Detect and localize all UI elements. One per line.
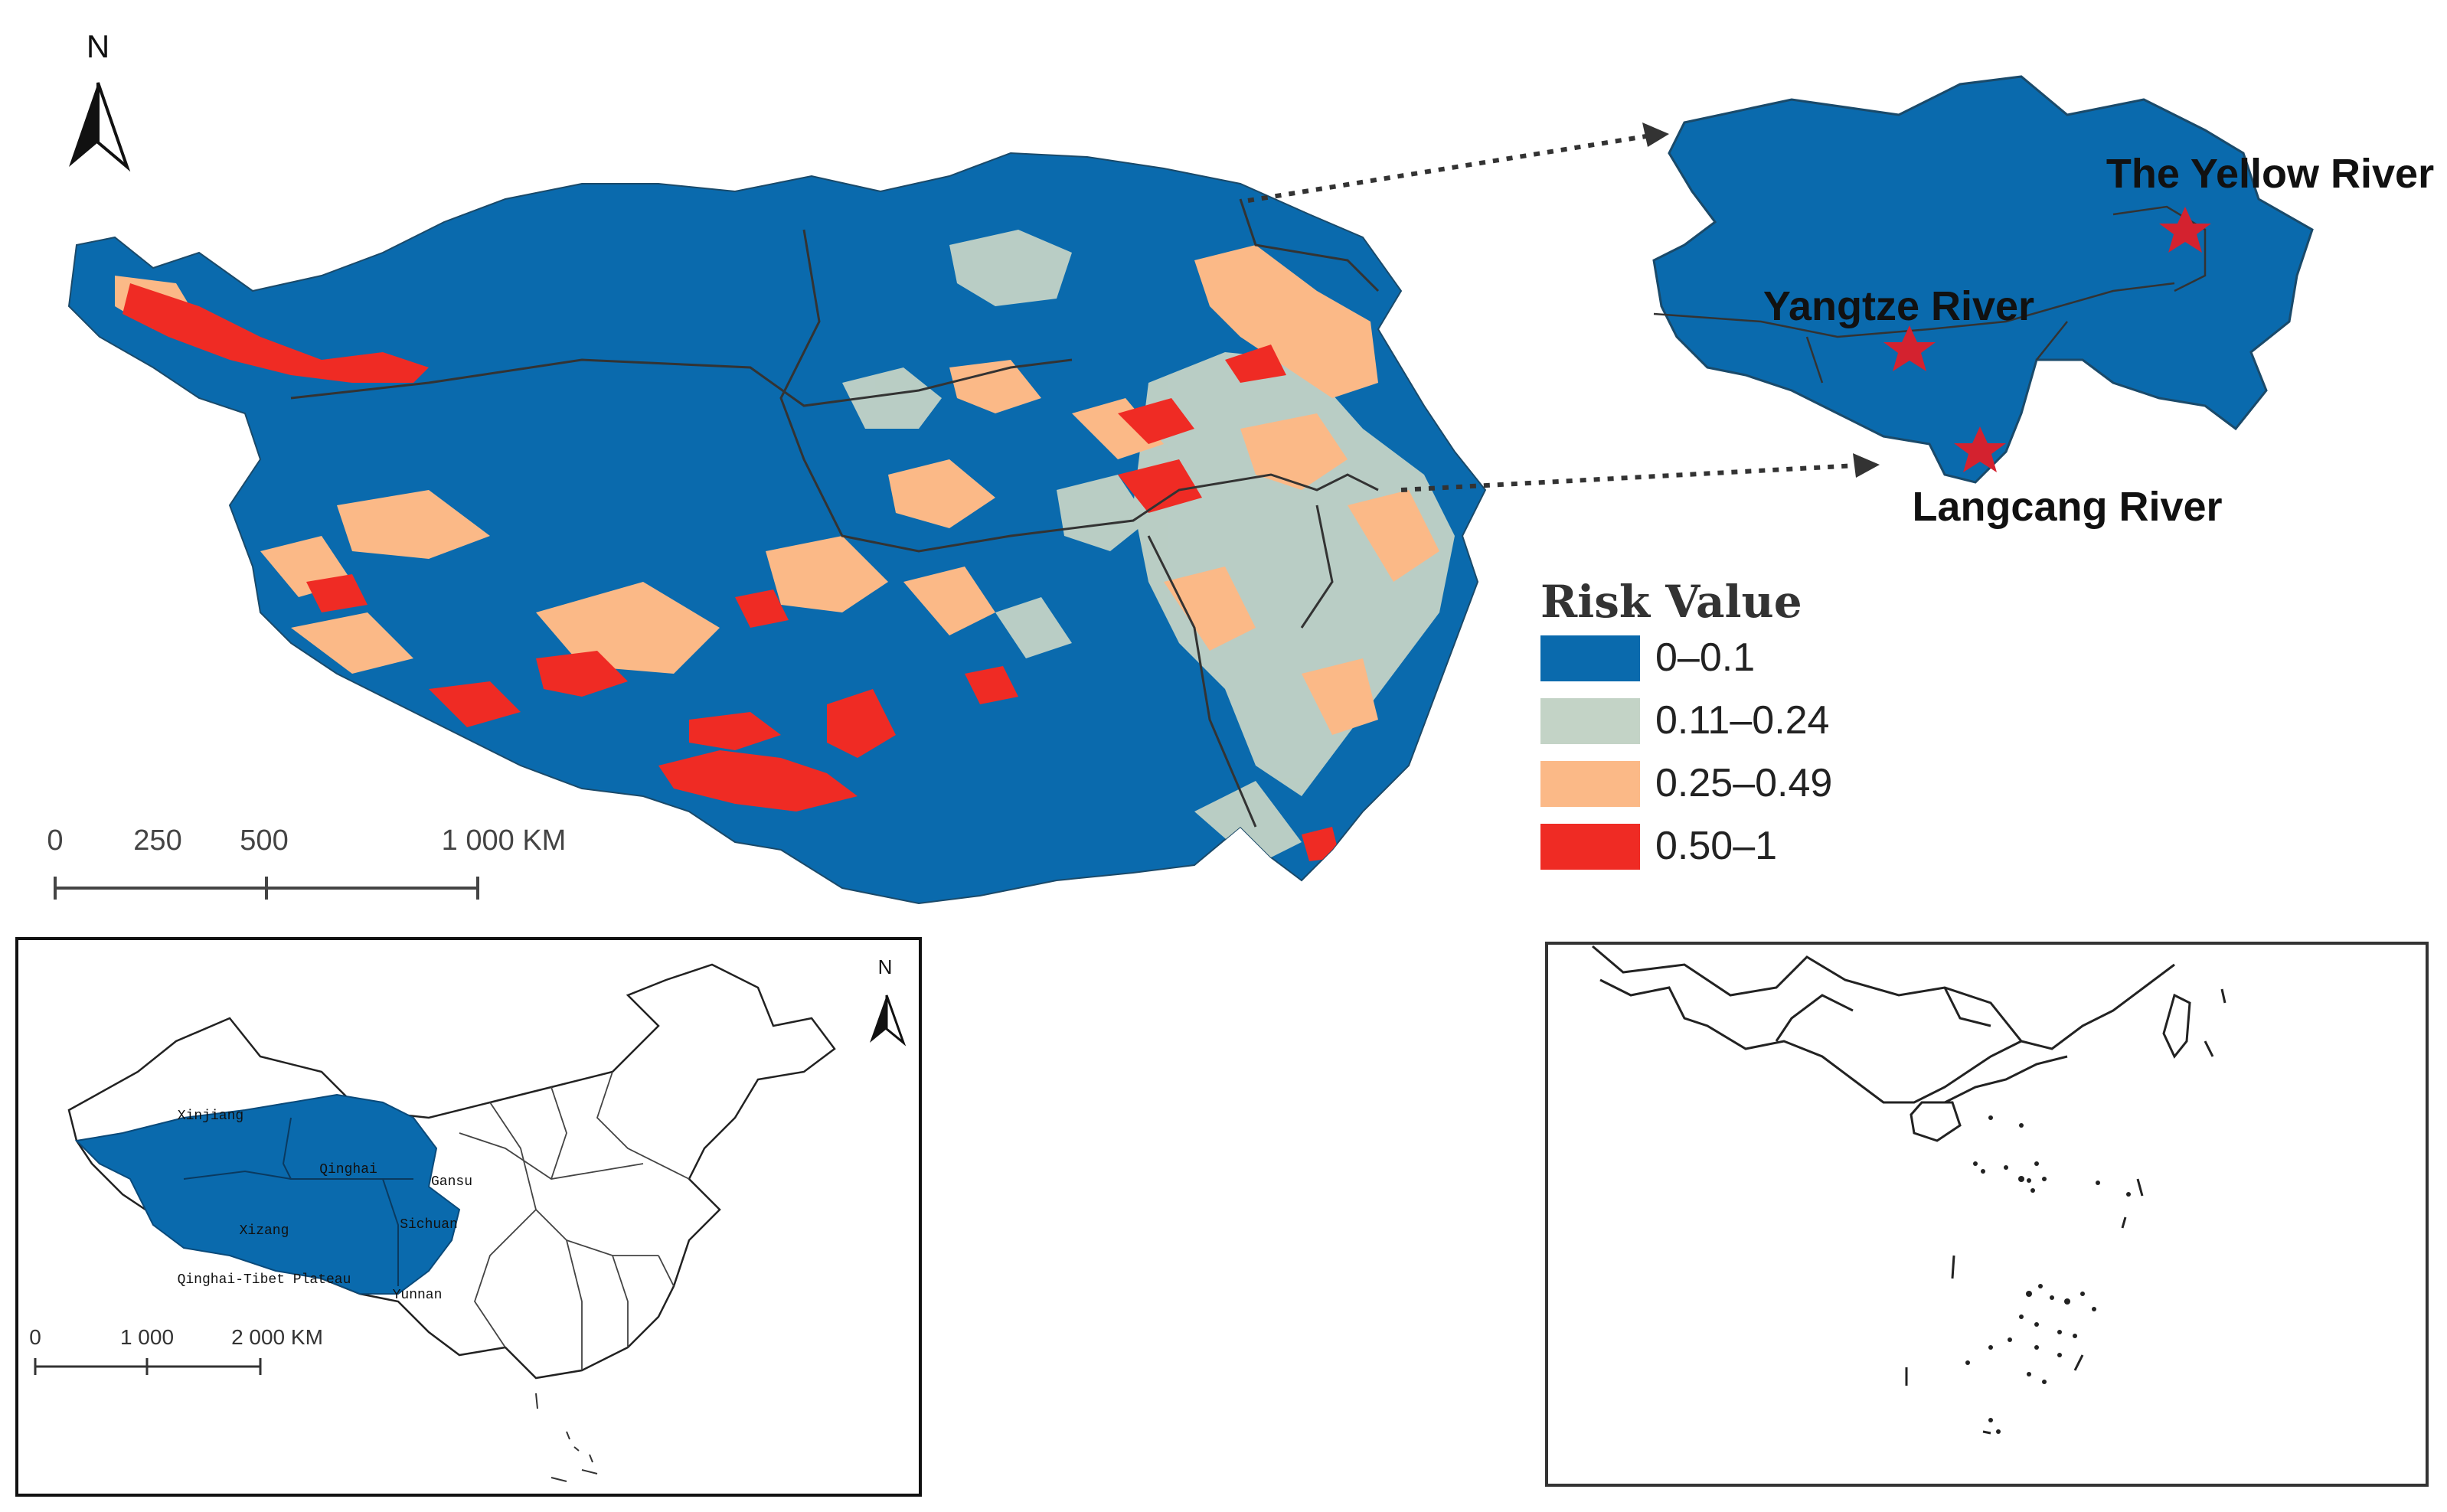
province-boundaries [290,198,1380,828]
risk-patches [115,198,1455,865]
coastline [1592,945,2175,1104]
yellow-river-star-icon [2159,207,2211,253]
overview-north-arrow-icon [870,994,907,1047]
legend-item: 0–0.1 [1540,635,1755,681]
overview-scale-tick-2000: 2 000 KM [231,1325,323,1349]
overview-north-label: N [878,955,893,978]
yangtze-river-star-icon [1883,325,1936,371]
plateau-inner-lines [183,1117,413,1286]
legend-item: 0.50–1 [1540,824,1777,870]
label-sichuan: Sichuan [400,1217,458,1233]
legend-label: 0–0.1 [1655,635,1755,680]
label-plateau: Qinghai-Tibet Plateau [178,1272,351,1288]
sea-inset-frame [1545,942,2429,1487]
legend-title: Risk Value [1540,576,1802,628]
legend-item: 0.11–0.24 [1540,698,1829,744]
legend-swatch [1540,635,1640,681]
scale-tick-250: 250 [133,825,181,857]
label-yunnan: Yunnan [393,1288,443,1303]
overview-scale-tick-0: 0 [29,1325,41,1349]
overview-scale-tick-1000: 1 000 [120,1325,174,1349]
north-arrow-icon [69,82,131,172]
label-qinghai: Qinghai [319,1162,377,1177]
qinghai-province-map [1652,75,2314,484]
legend-swatch [1540,761,1640,807]
label-gansu: Gansu [431,1174,472,1190]
hainan-outline [1910,1101,1962,1142]
legend-label: 0.50–1 [1655,824,1777,868]
plateau-risk-map [67,152,1487,905]
taiwan-outline [2162,993,2191,1059]
arrow-head-icon [1853,453,1880,478]
island-dots [1965,1115,2131,1434]
risk-legend: Risk Value 0–0.1 0.11–0.24 0.25–0.49 0.50–1 [1540,576,1832,870]
leader-arrows [1247,122,1880,492]
langcang-river-star-icon [1954,426,2006,472]
south-china-sea-inset [1545,942,2429,1487]
inset-boundaries [1653,205,2207,384]
risk-class-high [123,283,1340,861]
arrow-head-icon [1642,122,1669,147]
main-map: N [47,28,1487,905]
legend-item: 0.25–0.49 [1540,761,1832,807]
plateau-highlight [74,1093,461,1295]
legend-label: 0.11–0.24 [1655,698,1829,743]
overview-islands [535,1393,598,1482]
legend-swatch [1540,698,1640,744]
scale-tick-500: 500 [240,825,288,857]
overview-scale-bar: 0 1 000 2 000 KM [29,1325,323,1375]
china-overview-map: N Xinjiang Qinghai Gansu Xizang Sichuan … [15,937,922,1497]
yangtze-river-label: Yangtze River [1763,283,2034,329]
china-province-lines [459,1071,690,1370]
legend-label: 0.25–0.49 [1655,761,1832,805]
yellow-river-label: The Yellow River [2106,151,2434,197]
risk-class-moderate [115,245,1439,735]
scale-tick-1000: 1 000 KM [442,825,567,857]
scale-tick-0: 0 [47,825,63,857]
river-source-inset: The Yellow River Yangtze River Langcang … [1247,75,2434,530]
nine-dash-segments [1905,988,2226,1435]
legend-swatch [1540,824,1640,870]
main-scale-bar: 0 250 500 1 000 KM [47,825,566,900]
label-xizang: Xizang [240,1223,289,1239]
risk-class-low-moderate [842,230,1455,865]
label-xinjiang: Xinjiang [178,1109,243,1124]
north-label: N [87,28,109,64]
river-source-markers [1883,207,2211,472]
langcang-river-label: Langcang River [1912,484,2222,530]
